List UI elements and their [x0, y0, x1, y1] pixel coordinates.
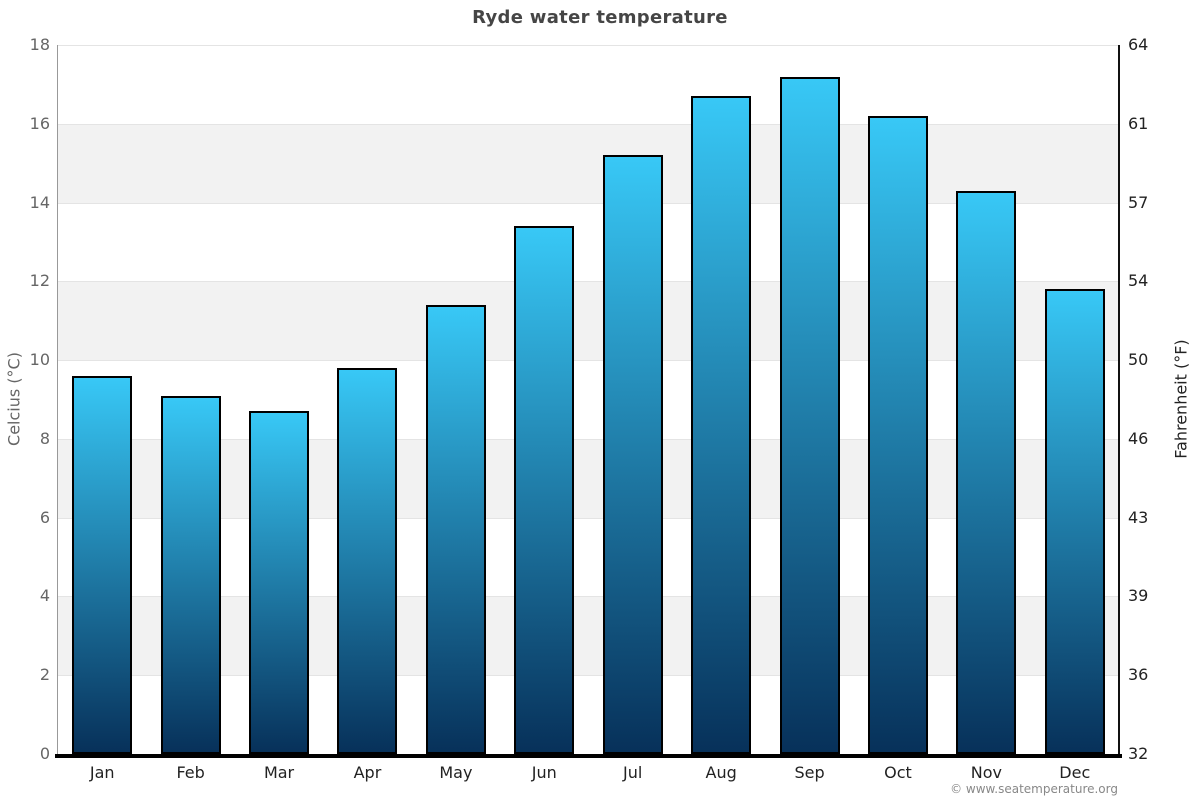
- ytick-fahrenheit-57: 57: [1128, 192, 1149, 212]
- ytick-celsius-16: 16: [29, 113, 50, 133]
- gridline-18: [58, 45, 1119, 46]
- chart-title: Ryde water temperature: [472, 7, 728, 28]
- x-tick-dec: Dec: [1059, 763, 1091, 782]
- x-tick-sep: Sep: [794, 763, 825, 782]
- ytick-fahrenheit-43: 43: [1128, 507, 1149, 527]
- ytick-fahrenheit-32: 32: [1128, 744, 1149, 763]
- gridline-2: [58, 675, 1119, 677]
- x-axis: [55, 754, 1122, 758]
- gridline-16: [58, 123, 1119, 125]
- background-band: [58, 360, 1119, 439]
- x-tick-may: May: [439, 763, 473, 782]
- background-band: [58, 517, 1119, 597]
- bar-may[interactable]: [425, 304, 486, 754]
- background-band: [58, 45, 1119, 124]
- bar-mar[interactable]: [249, 411, 310, 754]
- bar-jan[interactable]: [72, 375, 133, 754]
- x-tick-feb: Feb: [176, 763, 205, 782]
- bar-apr[interactable]: [337, 368, 398, 754]
- ytick-celsius-10: 10: [29, 350, 50, 370]
- ytick-fahrenheit-39: 39: [1128, 586, 1149, 606]
- bar-feb[interactable]: [160, 395, 221, 754]
- y-axis-right: [1118, 45, 1120, 758]
- ytick-fahrenheit-36: 36: [1128, 665, 1149, 685]
- ytick-celsius-6: 6: [39, 507, 50, 527]
- bar-aug[interactable]: [691, 96, 752, 754]
- y-axis-left: [57, 45, 58, 758]
- x-tick-jul: Jul: [623, 763, 643, 782]
- x-tick-aug: Aug: [705, 763, 737, 782]
- ytick-fahrenheit-54: 54: [1128, 271, 1149, 291]
- ytick-celsius-18: 18: [29, 35, 50, 54]
- x-tick-jan: Jan: [89, 763, 115, 782]
- bar-dec[interactable]: [1044, 289, 1105, 754]
- ytick-celsius-0: 0: [39, 744, 50, 763]
- background-band: [58, 438, 1119, 518]
- gridline-12: [58, 281, 1119, 283]
- x-tick-jun: Jun: [531, 763, 557, 782]
- x-tick-apr: Apr: [353, 763, 382, 782]
- x-tick-oct: Oct: [884, 763, 912, 782]
- ytick-fahrenheit-64: 64: [1128, 35, 1149, 54]
- bar-sep[interactable]: [779, 76, 840, 754]
- gridline-10: [58, 360, 1119, 362]
- background-band: [58, 675, 1119, 754]
- background-band: [58, 596, 1119, 676]
- ytick-celsius-8: 8: [39, 428, 50, 448]
- bar-jun[interactable]: [514, 226, 575, 754]
- gridline-14: [58, 202, 1119, 204]
- bar-oct[interactable]: [867, 115, 928, 754]
- gridline-8: [58, 438, 1119, 440]
- attribution-text: © www.seatemperature.org: [950, 782, 1118, 796]
- ytick-celsius-12: 12: [29, 271, 50, 291]
- gridline-6: [58, 517, 1119, 519]
- ytick-fahrenheit-46: 46: [1128, 428, 1149, 448]
- ytick-fahrenheit-61: 61: [1128, 113, 1149, 133]
- bar-jul[interactable]: [602, 155, 663, 754]
- ytick-celsius-4: 4: [39, 586, 50, 606]
- ytick-celsius-14: 14: [29, 192, 50, 212]
- bar-nov[interactable]: [956, 190, 1017, 754]
- background-band: [58, 123, 1119, 203]
- x-tick-nov: Nov: [970, 763, 1002, 782]
- plot-area: [58, 45, 1119, 754]
- background-band: [58, 202, 1119, 282]
- ytick-fahrenheit-50: 50: [1128, 350, 1149, 370]
- x-tick-mar: Mar: [263, 763, 295, 782]
- ytick-celsius-2: 2: [39, 665, 50, 685]
- gridline-4: [58, 596, 1119, 598]
- background-band: [58, 281, 1119, 361]
